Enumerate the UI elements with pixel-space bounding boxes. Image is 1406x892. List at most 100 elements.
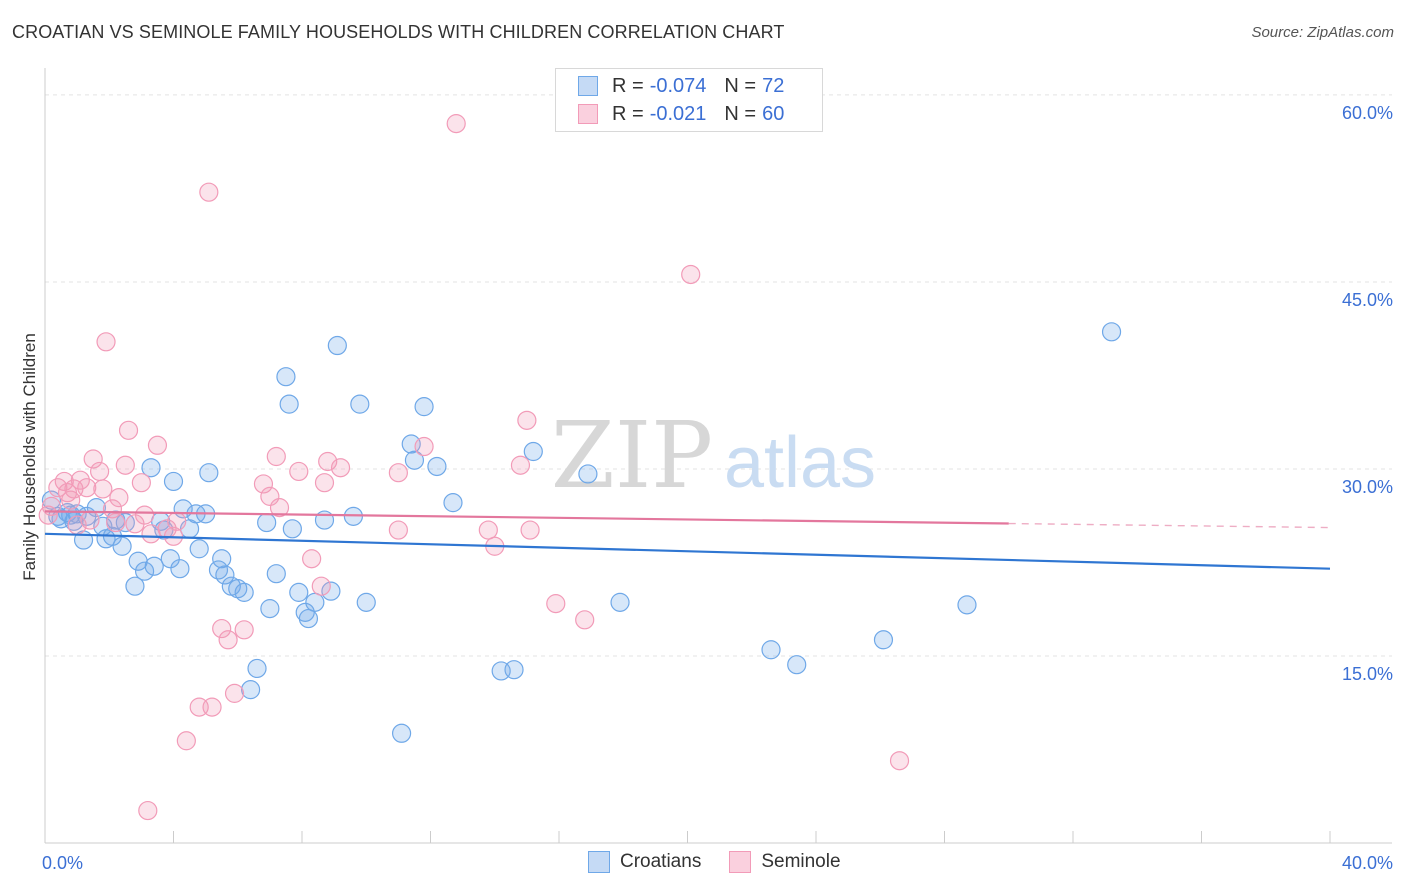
croatians-point [163, 471, 184, 492]
croatians-point [404, 450, 425, 470]
croatians-point [212, 549, 232, 569]
seminole-point [131, 473, 151, 493]
seminole-point [118, 420, 139, 440]
seminole-point [176, 731, 196, 751]
croatians-point [504, 660, 524, 680]
legend-item-croatians[interactable]: Croatians [588, 851, 701, 873]
seminole-point [388, 520, 408, 540]
croatians-point [144, 556, 164, 576]
seminole-point [115, 455, 135, 475]
seminole-point [234, 620, 254, 640]
seminole-point [218, 630, 238, 650]
trend-lines [44, 510, 1331, 570]
legend-r-value: -0.021 [649, 102, 707, 125]
seminole-point [93, 479, 113, 499]
croatians-point [391, 723, 412, 743]
seminole-point [61, 490, 81, 510]
legend-swatch-croatians [578, 76, 598, 96]
seminole-point [202, 697, 222, 717]
legend-r-label: R = [612, 74, 644, 97]
seminole-point [41, 496, 62, 516]
legend-n-label: N = [724, 102, 757, 125]
croatians-point [112, 536, 132, 556]
croatians-point [215, 565, 235, 585]
seminole-point [446, 114, 466, 134]
tick-labels: 15.0% 30.0% 45.0% 60.0% 0.0% 40.0% [42, 103, 1393, 873]
legend-swatch-croatians [588, 851, 610, 873]
croatians-point [443, 493, 463, 513]
watermark: ZIP atlas [551, 402, 876, 509]
seminole-point [330, 458, 351, 478]
croatians-point [199, 463, 219, 483]
source-attribution: Source: ZipAtlas.com [1251, 24, 1394, 41]
seminole-point [681, 264, 701, 285]
y-tick-label: 45.0% [1342, 290, 1393, 310]
seminole-point [106, 512, 126, 533]
watermark-atlas: atlas [724, 423, 876, 503]
legend-r-label: R = [612, 102, 644, 125]
seminole-point [141, 524, 161, 544]
seminole-point [199, 182, 219, 202]
legend-r-value: -0.074 [649, 74, 707, 97]
croatians-point [787, 655, 807, 675]
watermark-zip: ZIP [551, 402, 713, 509]
croatians-point [170, 559, 190, 579]
croatians-trend-line [44, 532, 1331, 570]
croatians-point [289, 582, 309, 602]
seminole-point [138, 800, 158, 821]
y-tick-label: 60.0% [1342, 103, 1393, 123]
seminole-point [54, 471, 74, 492]
croatians-point [134, 561, 155, 581]
legend-label-seminole: Seminole [761, 851, 841, 872]
croatians-point [873, 630, 894, 650]
seminole-point [167, 511, 187, 531]
seminole-point [80, 510, 100, 530]
seminole-point [289, 461, 309, 482]
x-tick-label: 40.0% [1342, 853, 1393, 873]
seminole-point [520, 520, 540, 540]
croatians-point [115, 512, 135, 533]
grid-lines [45, 94, 1392, 657]
chart-title: CROATIAN VS SEMINOLE FAMILY HOUSEHOLDS W… [12, 22, 785, 42]
axes [44, 68, 1392, 844]
seminole-point [575, 610, 595, 630]
series-croatians [41, 322, 1122, 743]
seminole-point [147, 435, 168, 455]
seminole-point [889, 751, 910, 771]
croatians-point [414, 397, 434, 417]
seminole-point [311, 576, 331, 596]
seminole-point [224, 683, 245, 703]
legend-row-croatians: R = -0.074 N = 72 [578, 72, 784, 100]
legend-label-croatians: Croatians [620, 851, 702, 872]
legend-swatch-seminole [729, 851, 752, 873]
croatians-point [957, 595, 977, 615]
legend-item-seminole[interactable]: Seminole [729, 851, 841, 873]
legend-n-label: N = [724, 74, 757, 97]
croatians-point [279, 394, 299, 414]
croatians-point [257, 512, 277, 533]
croatians-point [321, 581, 341, 601]
croatians-point [298, 608, 319, 629]
croatians-point [610, 592, 630, 612]
seminole-point [109, 488, 129, 508]
seminole-point [83, 449, 103, 469]
croatians-point [305, 592, 325, 612]
croatians-point [125, 576, 145, 596]
seminole-trend-extension [1008, 522, 1331, 529]
croatians-point [327, 335, 347, 356]
seminole-point [90, 461, 110, 482]
croatians-point [247, 658, 267, 679]
croatians-point [578, 464, 598, 484]
seminole-trend-line [44, 510, 1009, 525]
x-tick-label: 0.0% [42, 853, 83, 873]
croatians-point [260, 599, 280, 619]
seminole-point [302, 549, 322, 569]
correlation-legend: R = -0.074 N = 72 R = -0.021 N = 60 [555, 68, 823, 132]
croatians-point [141, 458, 161, 478]
croatians-point [234, 582, 254, 602]
croatians-point [266, 564, 286, 584]
y-tick-label: 30.0% [1342, 477, 1393, 497]
croatians-point [356, 592, 376, 612]
legend-swatch-seminole [578, 104, 598, 124]
